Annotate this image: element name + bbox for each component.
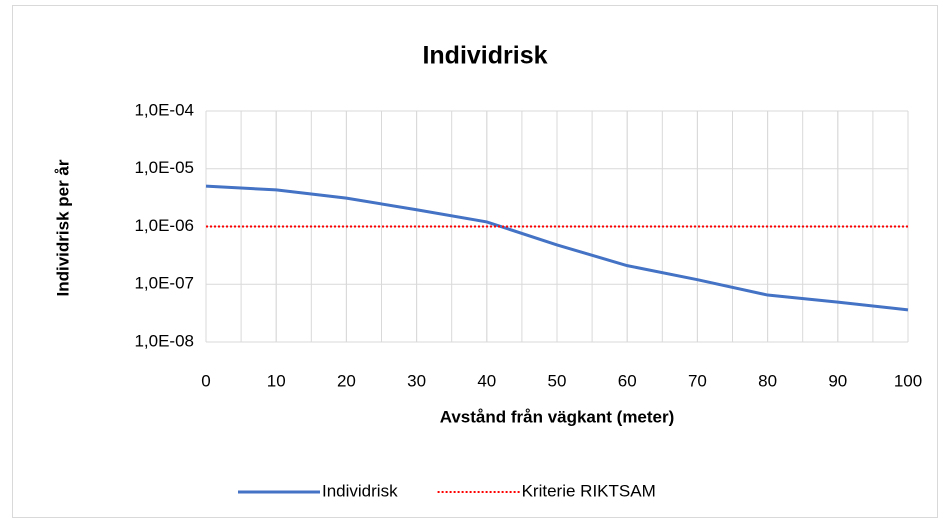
y-axis-label: Individrisk per år	[53, 159, 72, 296]
legend-label: Individrisk	[322, 481, 398, 500]
x-tick-label: 10	[267, 371, 286, 390]
y-tick-label: 1,0E-06	[134, 216, 194, 235]
y-tick-label: 1,0E-05	[134, 158, 194, 177]
y-tick-label: 1,0E-04	[134, 100, 194, 119]
x-tick-label: 60	[618, 371, 637, 390]
line-series	[205, 184, 909, 312]
legend-label: Kriterie RIKTSAM	[522, 481, 656, 500]
x-tick-label: 90	[828, 371, 847, 390]
x-tick-label: 80	[758, 371, 777, 390]
y-tick-label: 1,0E-07	[134, 274, 194, 293]
x-tick-label: 100	[894, 371, 922, 390]
x-tick-label: 20	[337, 371, 356, 390]
x-tick-label: 50	[548, 371, 567, 390]
chart-title: Individrisk	[422, 42, 547, 70]
x-tick-label: 70	[688, 371, 707, 390]
x-axis-label: Avstånd från vägkant (meter)	[440, 407, 675, 426]
x-tick-label: 40	[477, 371, 496, 390]
x-tick-label: 0	[201, 371, 210, 390]
y-tick-label: 1,0E-08	[134, 331, 194, 350]
chart-border	[12, 5, 938, 518]
x-tick-label: 30	[407, 371, 426, 390]
